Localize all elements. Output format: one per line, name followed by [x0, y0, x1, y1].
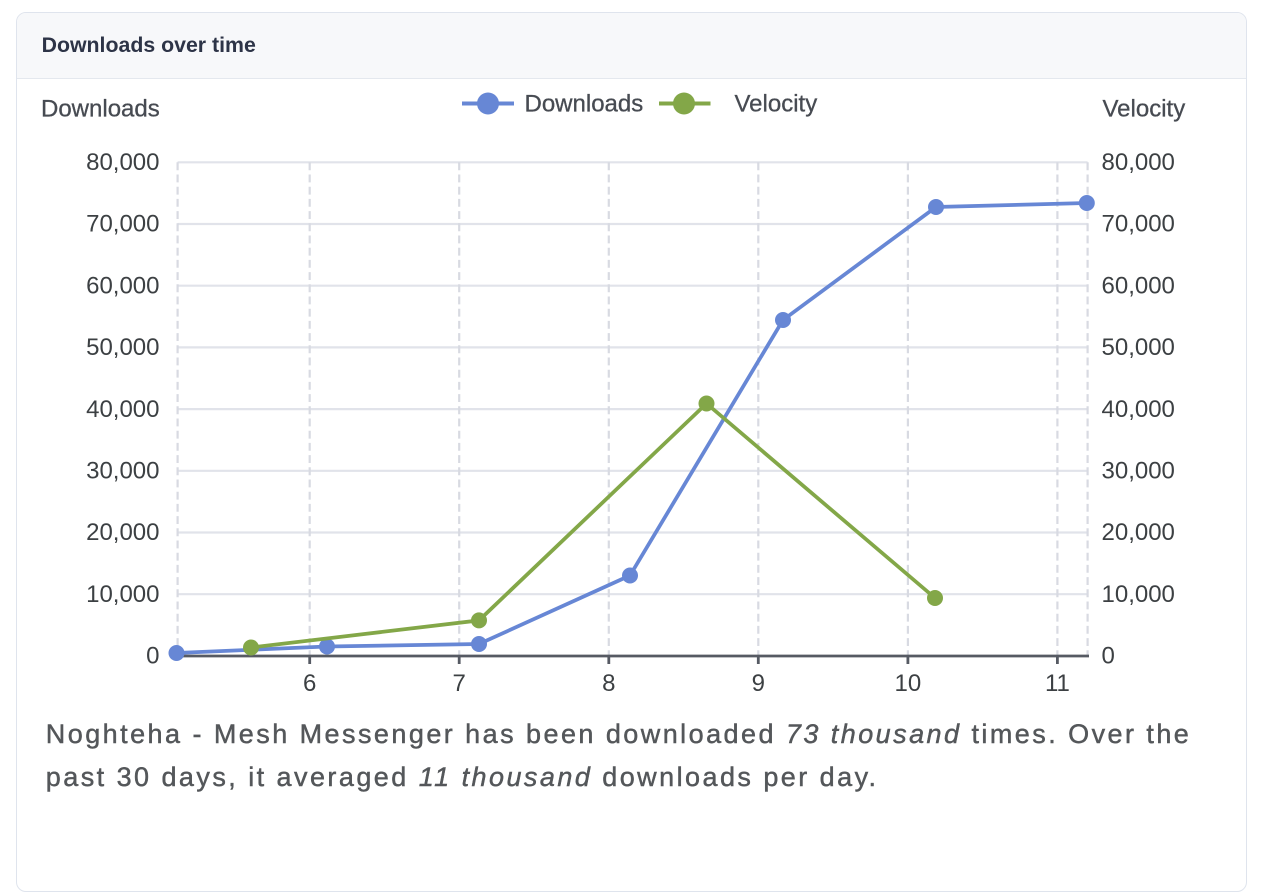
svg-text:50,000: 50,000: [86, 334, 159, 361]
svg-text:8: 8: [602, 670, 615, 697]
svg-text:70,000: 70,000: [1102, 211, 1175, 238]
svg-text:9: 9: [752, 670, 765, 697]
svg-text:50,000: 50,000: [1102, 334, 1175, 361]
svg-text:Downloads: Downloads: [525, 91, 644, 118]
svg-text:0: 0: [146, 643, 159, 670]
svg-text:11: 11: [1045, 670, 1070, 697]
svg-text:80,000: 80,000: [1102, 149, 1175, 176]
svg-text:10,000: 10,000: [1102, 581, 1175, 608]
svg-text:60,000: 60,000: [1102, 272, 1175, 299]
svg-text:Downloads: Downloads: [41, 96, 160, 123]
svg-text:20,000: 20,000: [86, 519, 159, 546]
svg-text:60,000: 60,000: [86, 272, 159, 299]
svg-text:Velocity: Velocity: [735, 91, 818, 118]
svg-text:10,000: 10,000: [86, 581, 159, 608]
svg-text:80,000: 80,000: [86, 149, 159, 176]
svg-text:30,000: 30,000: [86, 458, 159, 485]
svg-text:40,000: 40,000: [1102, 396, 1175, 423]
svg-text:Downloads over time: Downloads over time: [42, 33, 256, 57]
svg-text:Velocity: Velocity: [1103, 96, 1186, 123]
svg-text:30,000: 30,000: [1102, 458, 1175, 485]
svg-text:6: 6: [303, 670, 316, 697]
svg-text:20,000: 20,000: [1102, 519, 1175, 546]
svg-text:past 30 days, it averaged 11 t: past 30 days, it averaged 11 thousand do…: [46, 762, 879, 792]
svg-text:Noghteha - Mesh Messenger has: Noghteha - Mesh Messenger has been downl…: [46, 719, 1191, 749]
svg-text:70,000: 70,000: [86, 211, 159, 238]
svg-text:0: 0: [1102, 643, 1115, 670]
svg-text:40,000: 40,000: [86, 396, 159, 423]
svg-text:10: 10: [895, 670, 922, 697]
svg-text:7: 7: [453, 670, 466, 697]
